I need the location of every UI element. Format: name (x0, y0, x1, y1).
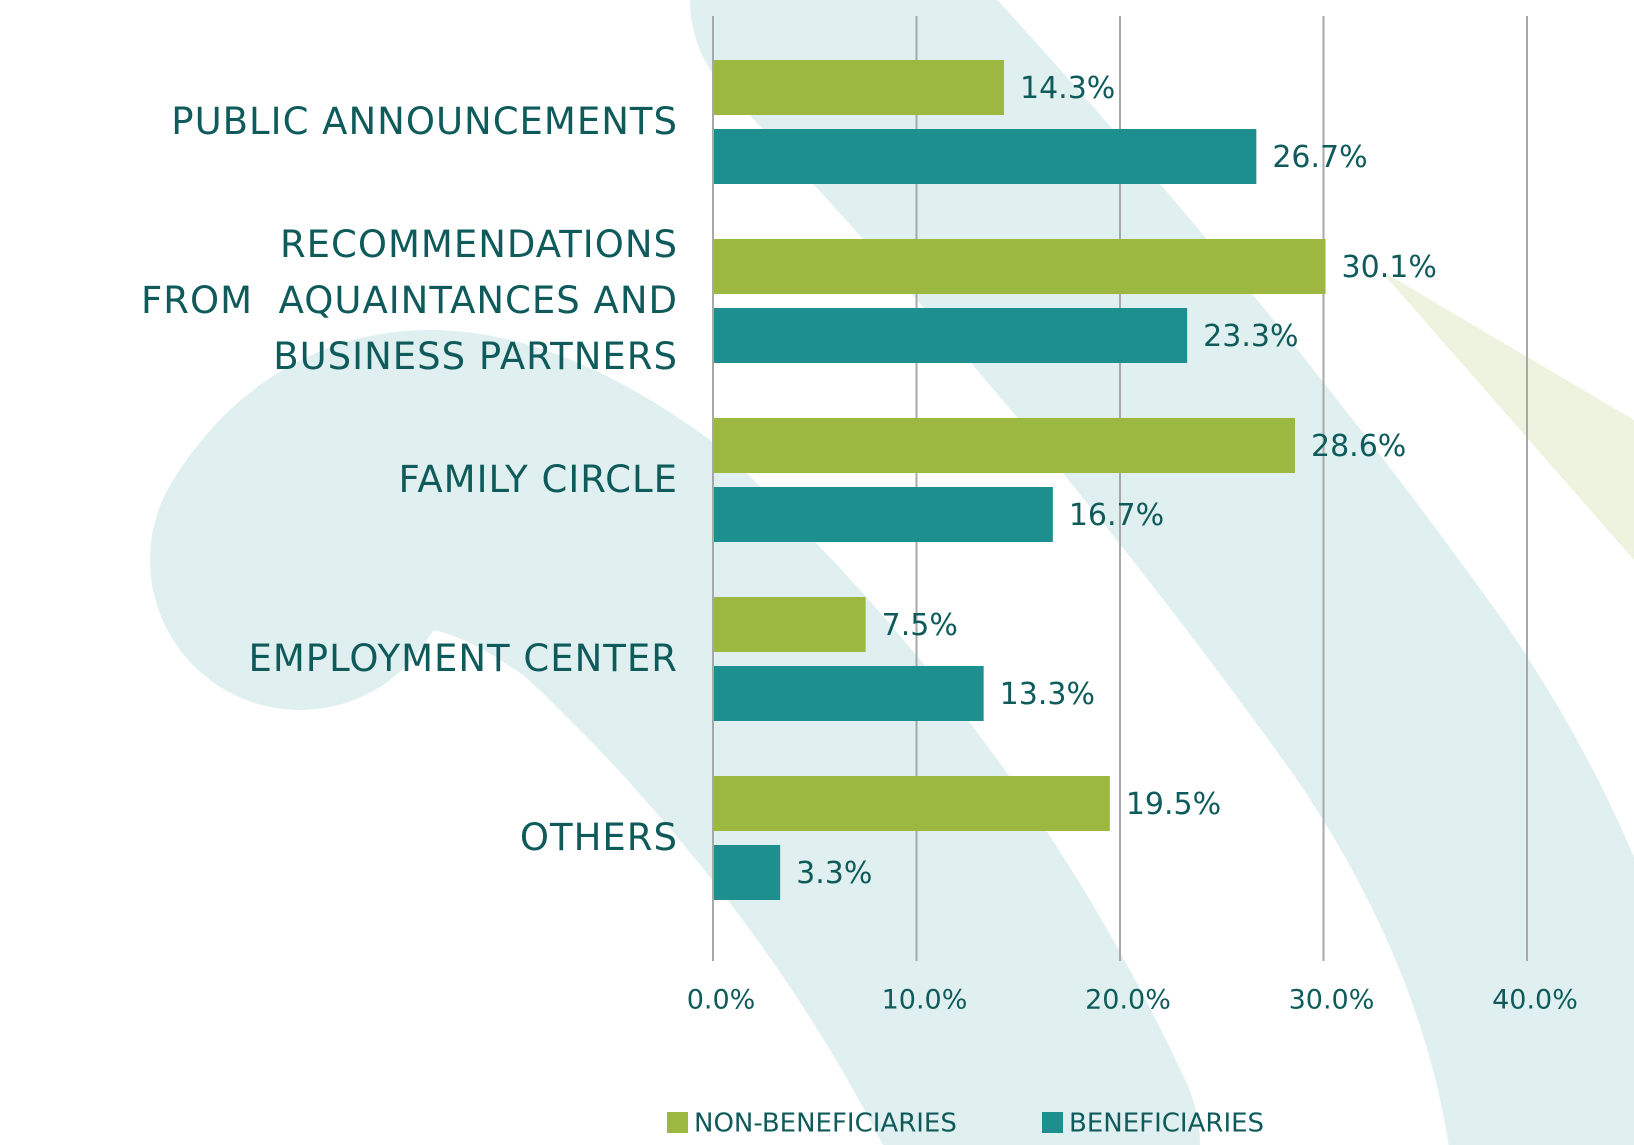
x-tick-label: 0.0% (687, 985, 756, 1016)
bar (713, 418, 1296, 473)
category-label: OTHERS (519, 816, 678, 859)
value-label: 26.7% (1272, 140, 1367, 175)
x-tick-label: 20.0% (1085, 985, 1171, 1016)
swoosh (150, 330, 1200, 1145)
value-label: 13.3% (1000, 677, 1095, 712)
legend-label: NON-BENEFICIARIES (694, 1109, 957, 1139)
value-label: 14.3% (1020, 71, 1115, 106)
x-tick-label: 10.0% (882, 985, 968, 1016)
value-label: 30.1% (1342, 250, 1437, 285)
swoosh (690, 0, 1634, 1145)
category-label: PUBLIC ANNOUNCEMENTS (171, 100, 678, 143)
bar (713, 597, 866, 652)
x-tick-label: 30.0% (1289, 985, 1375, 1016)
category-label: RECOMMENDATIONS FROM AQUAINTANCES AND BU… (141, 223, 678, 378)
bar (713, 487, 1053, 542)
bar (713, 308, 1188, 363)
value-label: 28.6% (1311, 429, 1406, 464)
bar (713, 845, 781, 900)
legend-swatch (1042, 1112, 1063, 1133)
value-label: 19.5% (1126, 787, 1221, 822)
bar (713, 776, 1110, 831)
bar (713, 239, 1326, 294)
x-tick-label: 40.0% (1492, 985, 1578, 1016)
category-label: FAMILY CIRCLE (398, 458, 678, 501)
value-label: 7.5% (882, 608, 958, 643)
legend-swatch (667, 1112, 688, 1133)
value-label: 16.7% (1069, 498, 1164, 533)
background-decoration (150, 0, 1634, 1145)
bar (713, 129, 1257, 184)
swoosh (1380, 270, 1634, 560)
bar (713, 666, 984, 721)
value-label: 3.3% (796, 856, 872, 891)
bar (713, 60, 1005, 115)
legend-label: BENEFICIARIES (1069, 1109, 1264, 1139)
category-label: EMPLOYMENT CENTER (248, 637, 678, 680)
value-label: 23.3% (1203, 319, 1298, 354)
